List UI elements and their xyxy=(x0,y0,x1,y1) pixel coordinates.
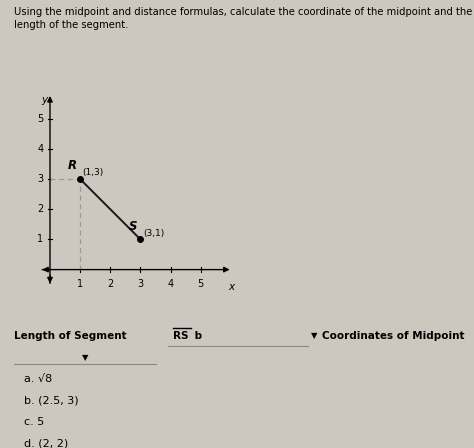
Text: a. √8: a. √8 xyxy=(24,374,52,384)
Text: (3,1): (3,1) xyxy=(143,228,164,237)
Text: x: x xyxy=(228,282,234,292)
Text: R: R xyxy=(68,159,77,172)
Text: b: b xyxy=(191,331,202,340)
Text: Using the midpoint and distance formulas, calculate the coordinate of the midpoi: Using the midpoint and distance formulas… xyxy=(14,7,473,17)
Text: Length of Segment: Length of Segment xyxy=(14,331,130,340)
Text: Coordinates of Midpoint: Coordinates of Midpoint xyxy=(322,331,465,340)
Text: y: y xyxy=(41,95,47,105)
Text: 2: 2 xyxy=(107,279,113,289)
Text: 1: 1 xyxy=(37,234,43,245)
Text: 4: 4 xyxy=(168,279,173,289)
Text: RS: RS xyxy=(173,331,189,340)
Text: c. 5: c. 5 xyxy=(24,417,44,427)
Text: d. (2, 2): d. (2, 2) xyxy=(24,439,68,448)
Text: ▼: ▼ xyxy=(310,331,317,340)
Text: (1,3): (1,3) xyxy=(82,168,104,177)
Text: 3: 3 xyxy=(37,174,43,184)
Text: ▼: ▼ xyxy=(82,353,89,362)
Text: S: S xyxy=(129,220,137,233)
Text: 4: 4 xyxy=(37,144,43,154)
Text: 5: 5 xyxy=(37,114,43,124)
Text: b. (2.5, 3): b. (2.5, 3) xyxy=(24,396,78,405)
Text: 2: 2 xyxy=(37,204,43,214)
Text: 5: 5 xyxy=(198,279,204,289)
Text: 1: 1 xyxy=(77,279,83,289)
Text: 3: 3 xyxy=(137,279,144,289)
Text: length of the segment.: length of the segment. xyxy=(14,20,128,30)
